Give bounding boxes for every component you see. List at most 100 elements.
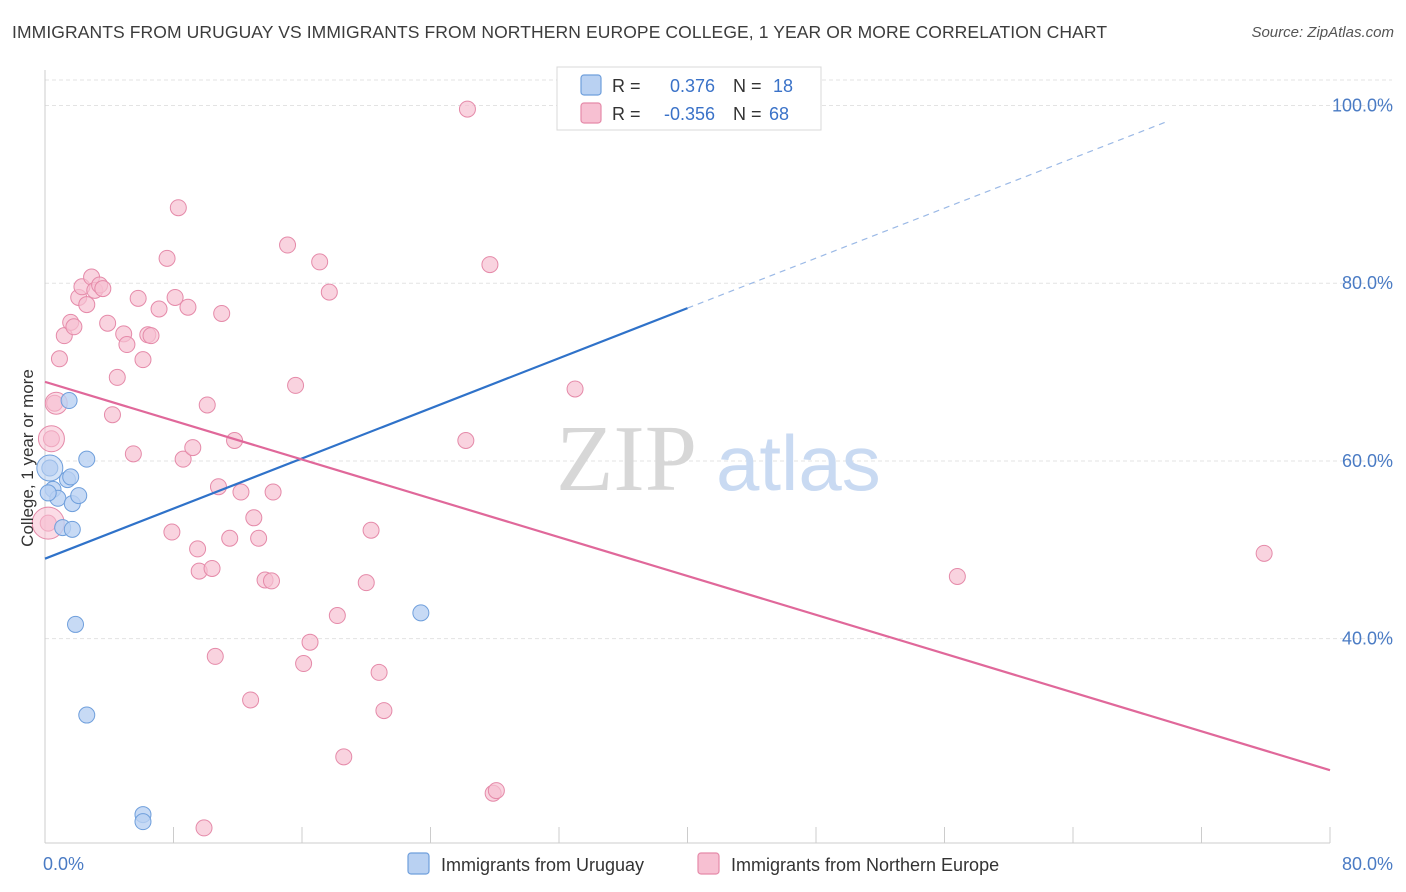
point-uruguay-10 (70, 487, 88, 505)
point-northern-europe-44 (245, 509, 263, 527)
legend-n-value-2: 68 (769, 104, 789, 124)
point-uruguay-9 (67, 615, 85, 633)
point-northern-europe-68 (1255, 544, 1273, 562)
legend-r-label-2: R = (612, 104, 641, 124)
point-northern-europe-52 (301, 633, 319, 651)
point-northern-europe-43 (242, 691, 260, 709)
point-northern-europe-32 (189, 540, 207, 558)
point-northern-europe-29 (174, 450, 192, 468)
point-northern-europe-55 (328, 607, 346, 625)
point-northern-europe-67 (948, 567, 966, 585)
stats-legend: R = 0.376 N = 18 R = -0.356 N = 68 (556, 66, 822, 131)
point-northern-europe-large-0 (37, 425, 65, 453)
point-northern-europe-16 (108, 368, 126, 386)
point-uruguay-15 (412, 604, 430, 622)
point-northern-europe-13 (94, 280, 112, 298)
legend-r-label-1: R = (612, 76, 641, 96)
point-northern-europe-31 (184, 439, 202, 457)
point-northern-europe-60 (375, 702, 393, 720)
point-uruguay-12 (78, 706, 96, 724)
point-northern-europe-51 (295, 655, 313, 673)
y-tick-labels: 40.0% 60.0% 80.0% 100.0% (1332, 96, 1393, 649)
watermark-zip: ZIP (556, 407, 697, 511)
point-uruguay-8 (63, 520, 81, 538)
point-northern-europe-64 (487, 782, 505, 800)
point-uruguay-large (36, 454, 64, 482)
bottom-legend-label-uruguay: Immigrants from Uruguay (441, 855, 644, 875)
point-northern-europe-56 (335, 748, 353, 766)
point-northern-europe-35 (198, 396, 216, 414)
point-uruguay-6 (62, 468, 80, 486)
point-northern-europe-25 (158, 249, 176, 267)
point-northern-europe-42 (232, 483, 250, 501)
point-northern-europe-23 (142, 327, 160, 345)
legend-n-value-1: 18 (773, 76, 793, 96)
point-northern-europe-61 (457, 432, 475, 450)
trend-line-uruguay-extension (687, 120, 1170, 309)
point-northern-europe-27 (166, 288, 184, 306)
x-tick-label-min: 0.0% (43, 854, 84, 874)
point-northern-europe-14 (99, 314, 117, 332)
point-northern-europe-26 (163, 523, 181, 541)
legend-n-label-2: N = (733, 104, 762, 124)
trend-line-northern-europe (44, 380, 1331, 772)
point-northern-europe-18 (118, 336, 136, 354)
point-northern-europe-37 (206, 647, 224, 665)
y-axis-label: College, 1 year or more (18, 369, 37, 547)
bottom-legend-swatch-uruguay (407, 852, 430, 875)
point-northern-europe-24 (150, 300, 168, 318)
point-northern-europe-49 (279, 236, 297, 254)
chart-title: IMMIGRANTS FROM URUGUAY VS IMMIGRANTS FR… (12, 22, 1108, 42)
point-northern-europe-19 (124, 445, 142, 463)
point-northern-europe-36 (203, 559, 221, 577)
point-northern-europe-21 (134, 351, 152, 369)
y-tick-label-40: 40.0% (1342, 629, 1393, 649)
watermark-atlas: atlas (716, 419, 881, 507)
point-northern-europe-62 (458, 100, 476, 118)
bottom-legend-label-northern-europe: Immigrants from Northern Europe (731, 855, 999, 875)
y-tick-label-100: 100.0% (1332, 96, 1393, 116)
point-uruguay-5 (60, 392, 78, 410)
watermark: ZIP atlas (556, 407, 881, 511)
bottom-legend-swatch-northern-europe (697, 852, 720, 875)
chart-source: Source: ZipAtlas.com (1251, 24, 1394, 41)
point-northern-europe-38 (209, 478, 227, 496)
point-northern-europe-45 (250, 529, 268, 547)
legend-swatch-uruguay (580, 74, 602, 96)
point-northern-europe-20 (129, 289, 147, 307)
point-northern-europe-34 (195, 819, 213, 837)
grid-lines (45, 79, 1392, 640)
legend-n-label-1: N = (733, 76, 762, 96)
legend-swatch-northern-europe (580, 102, 602, 124)
legend-r-value-1: 0.376 (670, 76, 715, 96)
point-northern-europe-15 (103, 406, 121, 424)
point-uruguay-17 (39, 484, 57, 502)
series-legend: Immigrants from Uruguay Immigrants from … (407, 852, 999, 875)
point-northern-europe-48 (264, 483, 282, 501)
point-northern-europe-57 (357, 574, 375, 592)
point-northern-europe-53 (311, 253, 329, 271)
point-northern-europe-40 (221, 529, 239, 547)
series-northern-europe-points (31, 100, 1273, 837)
series-uruguay-points (36, 89, 616, 831)
trend-line-uruguay (44, 307, 688, 560)
point-northern-europe-39 (213, 304, 231, 322)
point-northern-europe-54 (320, 283, 338, 301)
y-tick-label-80: 80.0% (1342, 273, 1393, 293)
y-tick-label-60: 60.0% (1342, 451, 1393, 471)
point-uruguay-14 (134, 813, 152, 831)
point-uruguay-11 (78, 450, 96, 468)
point-northern-europe-9 (78, 296, 96, 314)
point-northern-europe-50 (287, 376, 305, 394)
point-northern-europe-3 (50, 350, 68, 368)
point-northern-europe-30 (179, 298, 197, 316)
point-northern-europe-66 (566, 380, 584, 398)
point-northern-europe-47 (262, 572, 280, 590)
point-northern-europe-28 (169, 199, 187, 217)
trend-lines (44, 120, 1331, 772)
point-northern-europe-59 (370, 663, 388, 681)
x-tick-label-max: 80.0% (1342, 854, 1393, 874)
point-northern-europe-58 (362, 521, 380, 539)
point-northern-europe-65 (481, 256, 499, 274)
